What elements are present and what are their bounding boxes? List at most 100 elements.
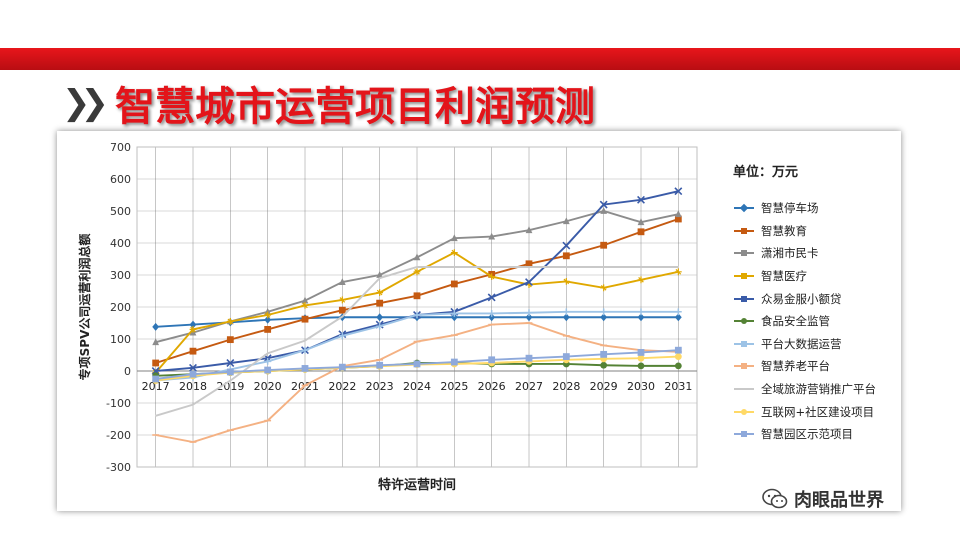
legend-item: 众易金服小额贷 — [733, 287, 876, 310]
data-point — [376, 289, 384, 296]
data-point — [189, 326, 197, 333]
x-tick-label: 2018 — [179, 380, 207, 393]
data-point — [674, 268, 682, 276]
double-chevron-icon: ❯❯ — [62, 83, 109, 123]
data-point — [301, 346, 309, 354]
data-point — [338, 363, 346, 371]
data-point — [450, 313, 458, 322]
x-tick-label: 2019 — [216, 380, 244, 393]
y-tick-label: 700 — [110, 141, 131, 154]
data-point — [674, 362, 682, 370]
data-point — [562, 278, 570, 285]
line-chart: 700 600 500 400 300 200 100 0 -100 -200 -300 2017 20… — [77, 141, 698, 493]
legend-label: 众易金服小额贷 — [761, 291, 842, 306]
data-point — [674, 308, 682, 316]
data-point — [637, 362, 645, 370]
data-point — [674, 313, 682, 322]
data-point — [600, 284, 608, 292]
y-tick-label: 600 — [110, 173, 131, 186]
title-area: ❯❯ 智慧城市运营项目利润预测 — [62, 78, 595, 130]
data-point — [562, 217, 570, 225]
legend-item: 互联网+社区建设项目 — [733, 400, 876, 423]
plot-area — [136, 146, 698, 468]
slide-title: 智慧城市运营项目利润预测 — [114, 84, 595, 130]
data-point — [450, 280, 458, 288]
legend-item: 平台大数据运营 — [733, 333, 876, 356]
legend-swatch — [734, 408, 754, 415]
y-tick-label: 400 — [110, 237, 131, 250]
data-point — [152, 322, 160, 331]
data-point — [562, 241, 571, 250]
data-point — [488, 310, 496, 317]
data-point — [674, 187, 683, 196]
legend-swatch — [734, 204, 754, 213]
x-tick-label: 2020 — [254, 380, 282, 393]
data-point — [152, 375, 160, 383]
legend-label: 智慧园区示范项目 — [761, 427, 853, 442]
data-point — [376, 271, 384, 278]
data-point — [637, 218, 645, 226]
data-point — [376, 299, 384, 307]
legend-label: 食品安全监管 — [761, 314, 830, 329]
data-point — [226, 336, 234, 344]
data-point — [525, 278, 533, 287]
data-point — [488, 232, 496, 240]
data-point — [525, 313, 533, 322]
data-point — [525, 226, 533, 234]
data-point — [189, 347, 197, 355]
y-tick-label: 200 — [110, 301, 131, 314]
legend-item: 智慧园区示范项目 — [733, 423, 876, 446]
data-point — [264, 358, 272, 365]
data-point — [674, 353, 682, 360]
y-tick-label: 0 — [124, 365, 131, 378]
data-point — [599, 200, 608, 209]
legend-swatch — [734, 295, 754, 302]
legend-label: 智慧停车场 — [761, 201, 819, 216]
x-tick-label: 2026 — [478, 380, 506, 393]
data-point — [600, 350, 608, 358]
y-tick-label: -300 — [106, 461, 131, 474]
unit-label: 单位：万元 — [733, 165, 799, 180]
data-point — [637, 349, 645, 356]
data-point — [338, 306, 346, 314]
x-axis-title: 特许运营时间 — [378, 477, 456, 493]
data-point — [338, 332, 346, 340]
data-point — [301, 315, 309, 323]
data-point — [450, 310, 458, 317]
x-tick-label: 2031 — [664, 380, 692, 393]
data-point — [637, 354, 645, 362]
data-point — [413, 311, 421, 319]
legend-swatch — [734, 227, 754, 234]
title-banner — [0, 48, 960, 70]
data-point — [189, 370, 197, 378]
data-point — [189, 320, 197, 329]
data-point — [338, 296, 346, 304]
data-point — [226, 318, 234, 325]
data-point — [637, 195, 645, 204]
x-tick-label: 2027 — [515, 380, 543, 393]
legend-label: 智慧教育 — [761, 223, 807, 238]
y-tick-label: -100 — [106, 397, 131, 410]
data-point — [189, 363, 197, 372]
legend-label: 智慧医疗 — [761, 269, 807, 284]
legend-label: 互联网+社区建设项目 — [761, 404, 875, 419]
data-point — [376, 322, 384, 330]
legend-swatch — [734, 318, 754, 325]
data-point — [525, 354, 533, 362]
legend-label: 智慧养老平台 — [761, 359, 830, 374]
data-point — [152, 338, 160, 346]
data-point — [600, 308, 608, 316]
data-point — [562, 313, 570, 322]
data-point — [488, 273, 496, 280]
y-tick-label: -200 — [106, 429, 131, 442]
watermark: 肉眼品世界 — [762, 486, 884, 512]
x-tick-label: 2030 — [627, 380, 655, 393]
data-point — [637, 308, 645, 316]
data-point — [450, 249, 458, 256]
legend-swatch — [734, 431, 754, 438]
data-point — [674, 215, 682, 223]
wechat-icon — [762, 488, 788, 509]
data-point — [562, 252, 570, 260]
x-tick-label: 2017 — [142, 380, 170, 393]
x-tick-label: 2029 — [590, 380, 618, 393]
